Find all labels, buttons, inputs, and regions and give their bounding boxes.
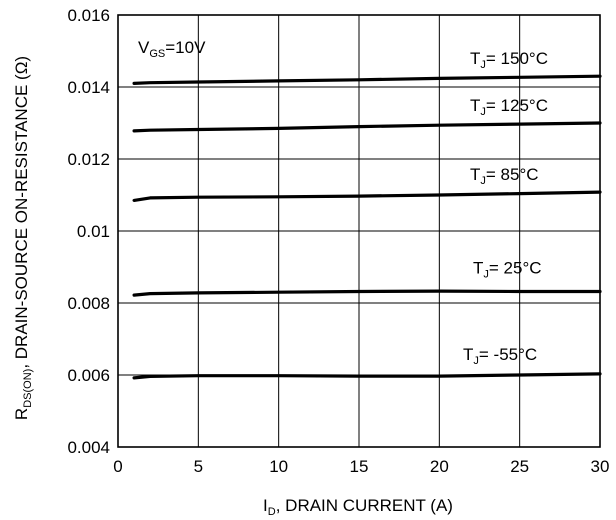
series-label: TJ= 25°C <box>473 258 542 280</box>
series-label: TJ= -55°C <box>463 345 537 367</box>
series-line <box>132 121 602 133</box>
x-tick-label: 20 <box>430 457 449 476</box>
series-line <box>132 289 602 297</box>
y-tick-label: 0.008 <box>67 294 110 313</box>
x-tick-label: 25 <box>510 457 529 476</box>
y-axis-title: RDS(ON), DRAIN-SOURCE ON-RESISTANCE (Ω) <box>12 56 34 420</box>
series-line <box>132 74 602 86</box>
x-tick-label: 0 <box>113 457 122 476</box>
series-line <box>132 372 602 380</box>
x-tick-label: 30 <box>591 457 610 476</box>
series-layer <box>132 74 602 380</box>
y-tick-label: 0.004 <box>67 438 110 457</box>
x-axis-title: ID, DRAIN CURRENT (A) <box>263 496 453 518</box>
x-tick-label: 5 <box>194 457 203 476</box>
y-tick-label: 0.014 <box>67 78 110 97</box>
plot-frame <box>117 14 601 448</box>
x-tick-label: 10 <box>269 457 288 476</box>
series-line <box>132 190 602 202</box>
y-tick-label: 0.012 <box>67 150 110 169</box>
series-label: TJ= 150°C <box>470 49 548 71</box>
y-tick-label: 0.01 <box>77 222 110 241</box>
y-tick-label: 0.016 <box>67 6 110 25</box>
labels-layer: TJ= 150°C TJ= 125°C TJ= 85°C TJ= 25°C TJ= -5… <box>463 49 548 367</box>
condition-label: VGS=10V <box>138 38 206 60</box>
series-label: TJ= 125°C <box>470 96 548 118</box>
y-tick-label: 0.006 <box>67 366 110 385</box>
series-label: TJ= 85°C <box>470 165 539 187</box>
x-tick-label: 15 <box>350 457 369 476</box>
ticks-layer: 0 5 10 15 20 25 30 0.004 0.006 0.008 0.01 0.012 0.01… <box>67 6 609 476</box>
